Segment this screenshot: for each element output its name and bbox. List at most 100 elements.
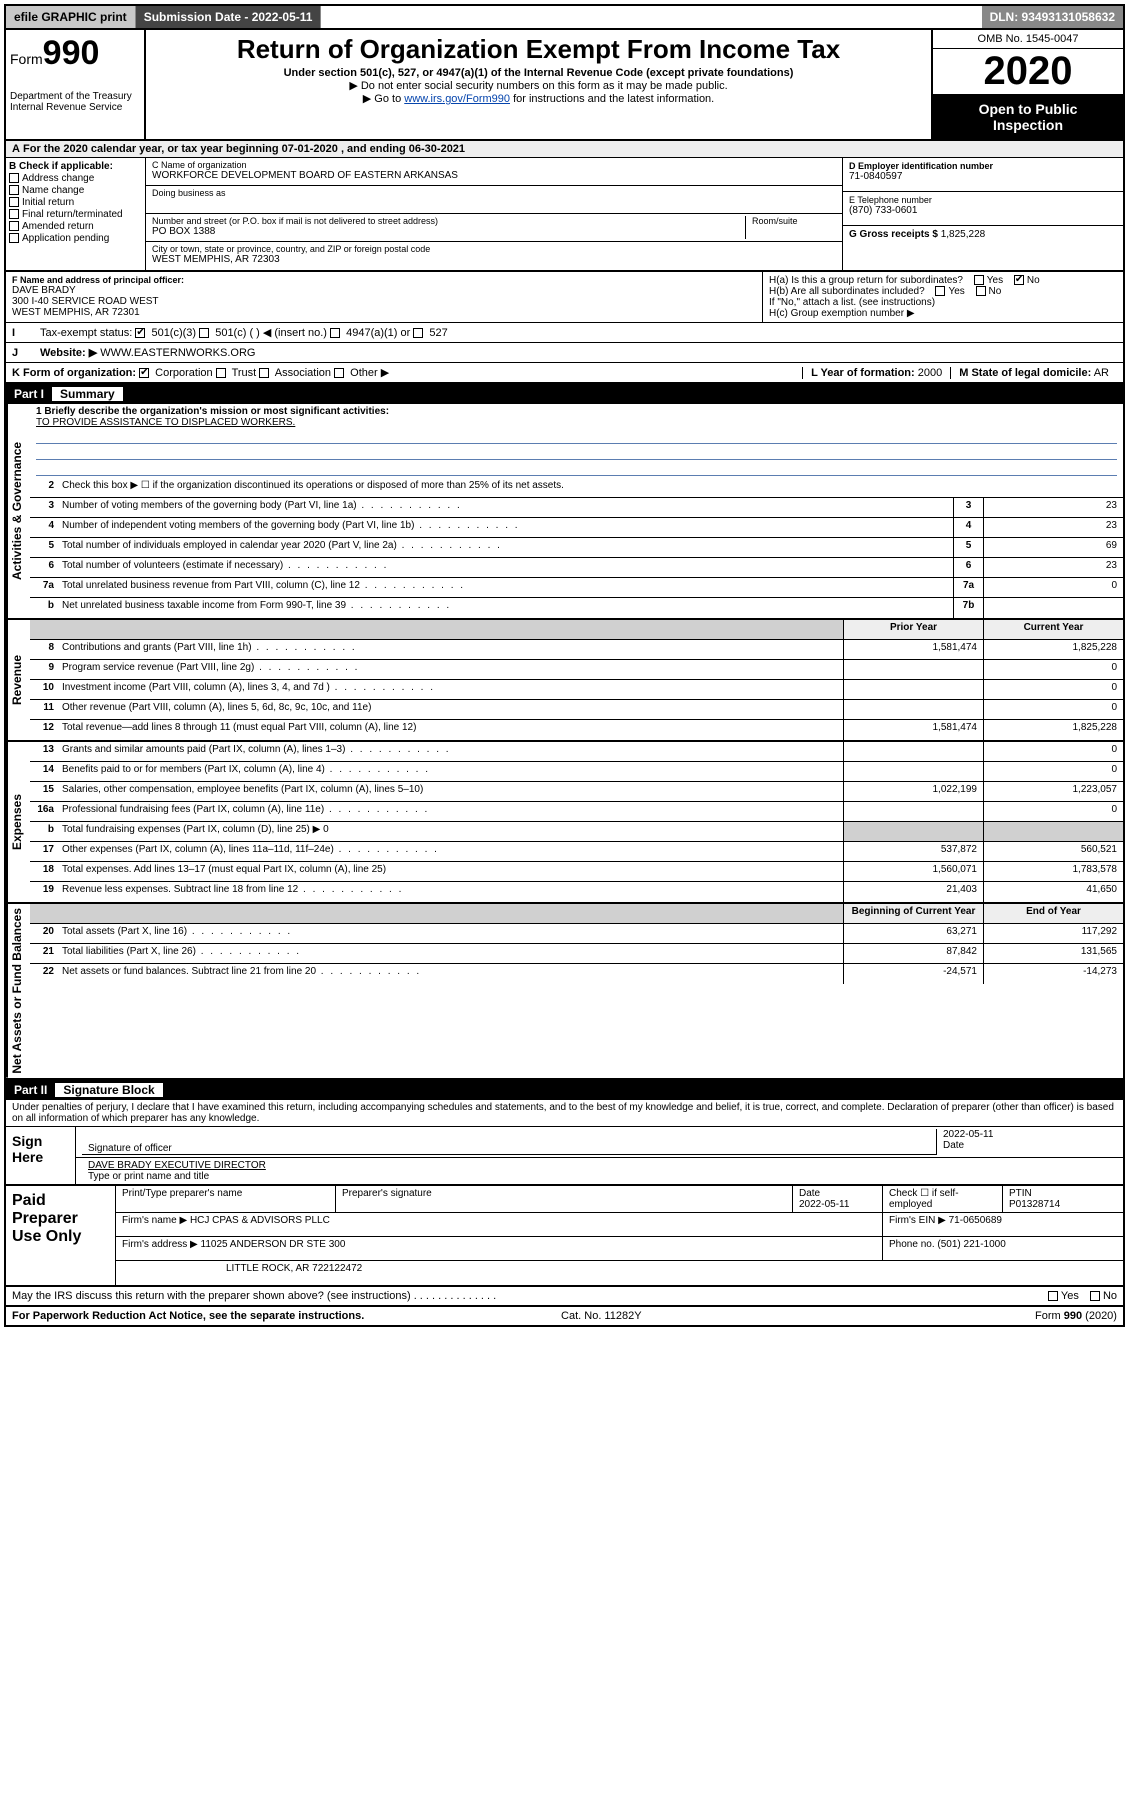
firm-phone: (501) 221-1000: [937, 1239, 1005, 1250]
revenue-label: Revenue: [6, 620, 30, 740]
submission-date: Submission Date - 2022-05-11: [136, 6, 322, 28]
chk-amended-return[interactable]: Amended return: [9, 221, 142, 232]
mission-line: [36, 444, 1117, 460]
ein-label: D Employer identification number: [849, 161, 1117, 171]
org-name: WORKFORCE DEVELOPMENT BOARD OF EASTERN A…: [152, 170, 836, 181]
footer: For Paperwork Reduction Act Notice, see …: [6, 1307, 1123, 1325]
chk-other[interactable]: [334, 368, 344, 378]
line-16b: bTotal fundraising expenses (Part IX, co…: [30, 822, 1123, 842]
city-value: WEST MEMPHIS, AR 72303: [152, 254, 836, 265]
line-20: 20Total assets (Part X, line 16)63,27111…: [30, 924, 1123, 944]
h-note: If "No," attach a list. (see instruction…: [769, 297, 1117, 308]
officer-addr2: WEST MEMPHIS, AR 72301: [12, 307, 756, 318]
period-text: For the 2020 calendar year, or tax year …: [23, 143, 465, 155]
prep-h1: Print/Type preparer's name: [116, 1186, 336, 1212]
chk-527[interactable]: [413, 328, 423, 338]
mission-line: [36, 460, 1117, 476]
opt-assoc: Association: [275, 367, 331, 379]
dba-label: Doing business as: [152, 188, 836, 198]
year-block: OMB No. 1545-0047 2020 Open to Public In…: [933, 30, 1123, 139]
omb-number: OMB No. 1545-0047: [933, 30, 1123, 49]
colhead-row: Prior YearCurrent Year: [30, 620, 1123, 640]
line-14: 14Benefits paid to or for members (Part …: [30, 762, 1123, 782]
chk-4947[interactable]: [330, 328, 340, 338]
mission-q: 1 Briefly describe the organization's mi…: [36, 406, 1117, 417]
prep-head-row: Print/Type preparer's name Preparer's si…: [116, 1186, 1123, 1213]
gross-label: G Gross receipts $: [849, 229, 938, 240]
chk-address-change[interactable]: Address change: [9, 173, 142, 184]
open-line1: Open to Public: [979, 101, 1078, 117]
chk-name-change[interactable]: Name change: [9, 185, 142, 196]
title-block: Return of Organization Exempt From Incom…: [146, 30, 933, 139]
discuss-yesno[interactable]: Yes No: [1040, 1290, 1117, 1302]
prep-firm-row: Firm's name ▶ HCJ CPAS & ADVISORS PLLC F…: [116, 1213, 1123, 1237]
chk-trust[interactable]: [216, 368, 226, 378]
line-8: 8Contributions and grants (Part VIII, li…: [30, 640, 1123, 660]
sign-here-block: Sign Here Signature of officer 2022-05-1…: [6, 1127, 1123, 1186]
line-7a: 7aTotal unrelated business revenue from …: [30, 578, 1123, 598]
phone-label: E Telephone number: [849, 195, 1117, 205]
prep-h3: Date2022-05-11: [793, 1186, 883, 1212]
opt-527: 527: [429, 327, 447, 339]
footer-right: Form 990 (2020): [1035, 1310, 1117, 1322]
part2-title: Signature Block: [55, 1083, 162, 1097]
chk-501c[interactable]: [199, 328, 209, 338]
signer-name: DAVE BRADY EXECUTIVE DIRECTOR: [88, 1160, 1111, 1171]
prep-addr-row: Firm's address ▶ 11025 ANDERSON DR STE 3…: [116, 1237, 1123, 1261]
chk-final-return[interactable]: Final return/terminated: [9, 209, 142, 220]
line-3: 3Number of voting members of the governi…: [30, 498, 1123, 518]
officer-addr1: 300 I-40 SERVICE ROAD WEST: [12, 296, 756, 307]
tax-year: 2020: [933, 49, 1123, 95]
gross-receipts-cell: G Gross receipts $ 1,825,228: [843, 226, 1123, 260]
officer-name: DAVE BRADY: [12, 285, 756, 296]
firm-phone-label: Phone no.: [889, 1239, 935, 1250]
line-6: 6Total number of volunteers (estimate if…: [30, 558, 1123, 578]
subtitle-3: ▶ Go to www.irs.gov/Form990 for instruct…: [154, 92, 923, 105]
penalties-text: Under penalties of perjury, I declare th…: [6, 1100, 1123, 1127]
line-15: 15Salaries, other compensation, employee…: [30, 782, 1123, 802]
line-4: 4Number of independent voting members of…: [30, 518, 1123, 538]
efile-print-button[interactable]: efile GRAPHIC print: [6, 6, 136, 28]
phone-cell: E Telephone number (870) 733-0601: [843, 192, 1123, 226]
ein-label2: Firm's EIN ▶: [889, 1215, 946, 1226]
expenses-section: Expenses 13Grants and similar amounts pa…: [6, 742, 1123, 904]
addr-label: Number and street (or P.O. box if mail i…: [152, 216, 739, 226]
chk-corporation[interactable]: [139, 368, 149, 378]
instructions-link[interactable]: www.irs.gov/Form990: [404, 93, 510, 105]
footer-left: For Paperwork Reduction Act Notice, see …: [12, 1310, 364, 1322]
open-to-public: Open to Public Inspection: [933, 95, 1123, 139]
sig-officer-row: Signature of officer 2022-05-11Date: [76, 1127, 1123, 1158]
firm-addr2: LITTLE ROCK, AR 722122472: [116, 1261, 1123, 1285]
firm-name: HCJ CPAS & ADVISORS PLLC: [190, 1215, 330, 1226]
address-row: Number and street (or P.O. box if mail i…: [146, 214, 842, 242]
h-c: H(c) Group exemption number ▶: [769, 308, 1117, 319]
line-18: 18Total expenses. Add lines 13–17 (must …: [30, 862, 1123, 882]
room-label: Room/suite: [752, 216, 836, 226]
line-22: 22Net assets or fund balances. Subtract …: [30, 964, 1123, 984]
chk-application-pending[interactable]: Application pending: [9, 233, 142, 244]
h-a: H(a) Is this a group return for subordin…: [769, 275, 1117, 286]
colhead-net: Beginning of Current YearEnd of Year: [30, 904, 1123, 924]
line-5: 5Total number of individuals employed in…: [30, 538, 1123, 558]
line-13: 13Grants and similar amounts paid (Part …: [30, 742, 1123, 762]
sign-date: 2022-05-11: [943, 1129, 1111, 1140]
form-title: Return of Organization Exempt From Incom…: [154, 34, 923, 65]
line-12: 12Total revenue—add lines 8 through 11 (…: [30, 720, 1123, 740]
formorg-label: K Form of organization:: [12, 367, 136, 379]
mission-line: [36, 428, 1117, 444]
subtitle-2: ▶ Do not enter social security numbers o…: [154, 79, 923, 92]
officer-label: F Name and address of principal officer:: [12, 275, 756, 285]
chk-initial-return[interactable]: Initial return: [9, 197, 142, 208]
chk-association[interactable]: [259, 368, 269, 378]
box-b: B Check if applicable: Address change Na…: [6, 158, 146, 270]
box-d-e-g: D Employer identification number 71-0840…: [843, 158, 1123, 270]
line-11: 11Other revenue (Part VIII, column (A), …: [30, 700, 1123, 720]
prep-h5: PTINP01328714: [1003, 1186, 1123, 1212]
topbar: efile GRAPHIC print Submission Date - 20…: [6, 6, 1123, 30]
chk-501c3[interactable]: [135, 328, 145, 338]
line-9: 9Program service revenue (Part VIII, lin…: [30, 660, 1123, 680]
city-label: City or town, state or province, country…: [152, 244, 836, 254]
line-2: 2Check this box ▶ ☐ if the organization …: [30, 478, 1123, 498]
governance-section: Activities & Governance 1 Briefly descri…: [6, 404, 1123, 620]
open-line2: Inspection: [993, 117, 1063, 133]
